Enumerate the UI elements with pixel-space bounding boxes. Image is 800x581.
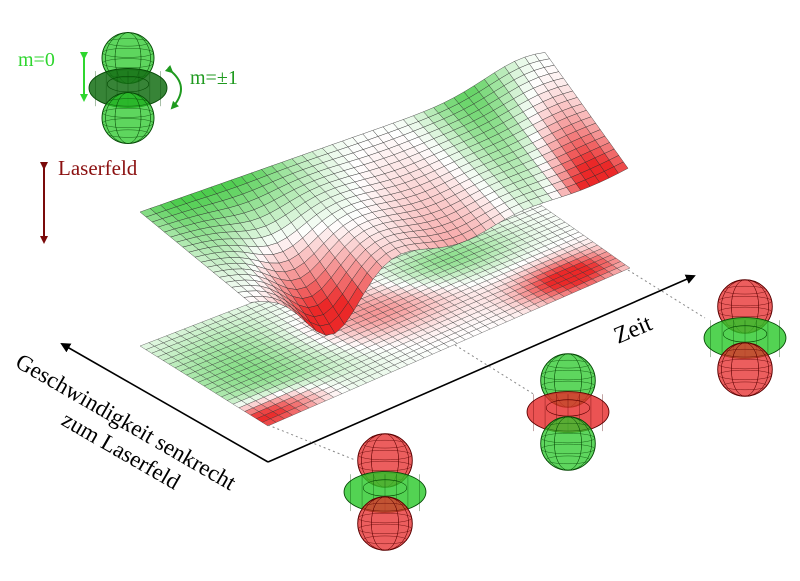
- connector-3: [627, 269, 706, 319]
- orbital-time-1: [343, 433, 427, 551]
- m0-label: m=0: [18, 49, 55, 71]
- connector-1: [267, 424, 356, 461]
- time-axis-arrow: [267, 274, 696, 463]
- orbital-legend: [88, 32, 168, 144]
- mesh-cell: [616, 264, 631, 272]
- orbital-bottom-lobe: [101, 92, 155, 144]
- orbital-bottom-lobe: [540, 416, 596, 471]
- orbital-time-2: [526, 353, 610, 471]
- connector-lines: [267, 269, 706, 461]
- surface-cell: [613, 161, 629, 174]
- surface-mesh: [139, 52, 629, 336]
- time-axis-label: Zeit: [610, 310, 656, 349]
- orbital-bottom-lobe: [357, 496, 413, 551]
- orbital-bottom-lobe: [717, 342, 773, 397]
- m1-label: m=±1: [190, 67, 238, 89]
- velocity-axis-arrow: [60, 343, 269, 463]
- orbital-time-3: [703, 279, 787, 397]
- connector-2: [454, 344, 536, 396]
- m1-rotation-arrow: [164, 65, 182, 110]
- projection-mesh: [139, 195, 631, 427]
- axes: [60, 274, 696, 463]
- laser-label: Laserfeld: [58, 156, 138, 180]
